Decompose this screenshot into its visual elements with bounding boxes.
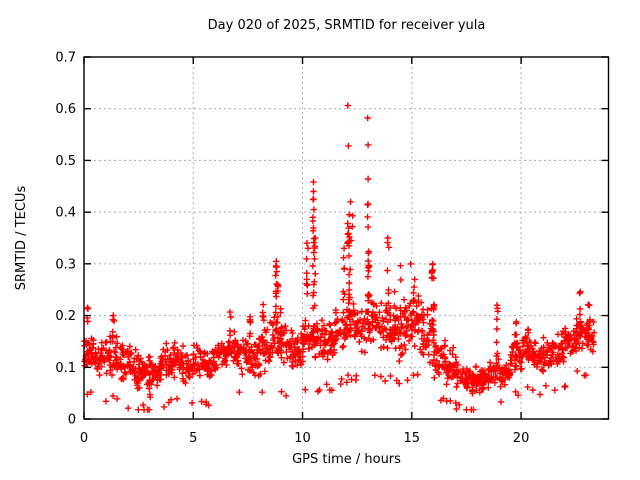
- chart-title: Day 020 of 2025, SRMTID for receiver yul…: [207, 18, 486, 33]
- tick-marks: [83, 56, 609, 420]
- data-points-layer: [81, 102, 598, 413]
- y-tick-label: 0.1: [55, 361, 76, 376]
- tick-labels: 0 5 10 15 20 0 0.1 0.2 0.3 0.4 0.5 0.6 0.7: [55, 51, 529, 447]
- scatter-points: [81, 102, 598, 413]
- x-tick-label: 5: [189, 431, 197, 446]
- x-tick-label: 0: [80, 431, 88, 446]
- x-axis-label: GPS time / hours: [292, 452, 401, 467]
- y-tick-label: 0.2: [55, 309, 76, 324]
- y-tick-label: 0.3: [55, 257, 76, 272]
- y-tick-label: 0.7: [55, 51, 76, 66]
- y-tick-label: 0: [68, 413, 76, 428]
- y-tick-label: 0.6: [55, 102, 76, 117]
- x-tick-label: 10: [294, 431, 311, 446]
- x-tick-label: 20: [513, 431, 530, 446]
- y-axis-label: SRMTID / TECUs: [14, 185, 29, 291]
- axes-and-ticks: [83, 56, 610, 420]
- y-tick-label: 0.5: [55, 154, 76, 169]
- x-tick-label: 15: [404, 431, 421, 446]
- plot-border: [83, 56, 610, 420]
- y-tick-label: 0.4: [55, 206, 76, 221]
